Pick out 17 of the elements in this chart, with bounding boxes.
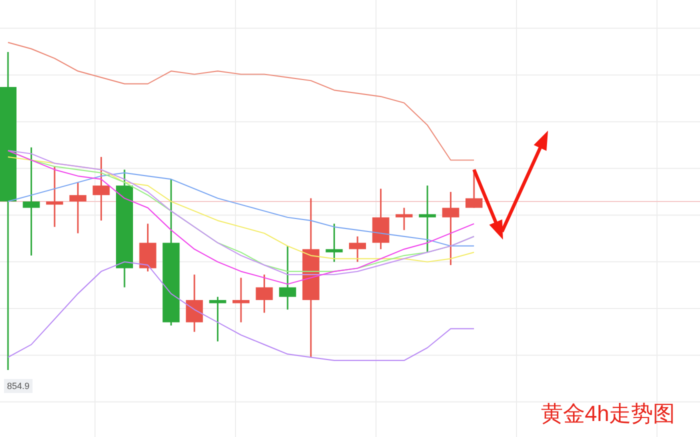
candlestick (442, 191, 460, 266)
candlestick (46, 166, 64, 228)
candlestick (279, 245, 296, 310)
candlestick (396, 207, 413, 231)
candlestick (232, 277, 250, 324)
candlestick (209, 296, 226, 342)
candlestick (22, 146, 40, 256)
candlestick (69, 182, 86, 234)
text: 黄金4h走势图 (540, 401, 676, 426)
candlestick (186, 274, 203, 333)
candlestick (418, 184, 436, 254)
candlestick (349, 236, 366, 263)
candlestick (326, 222, 343, 263)
candlestick (92, 156, 110, 222)
text: 854.9 (7, 381, 30, 391)
candlestick (466, 168, 482, 209)
candlestick (256, 274, 273, 314)
